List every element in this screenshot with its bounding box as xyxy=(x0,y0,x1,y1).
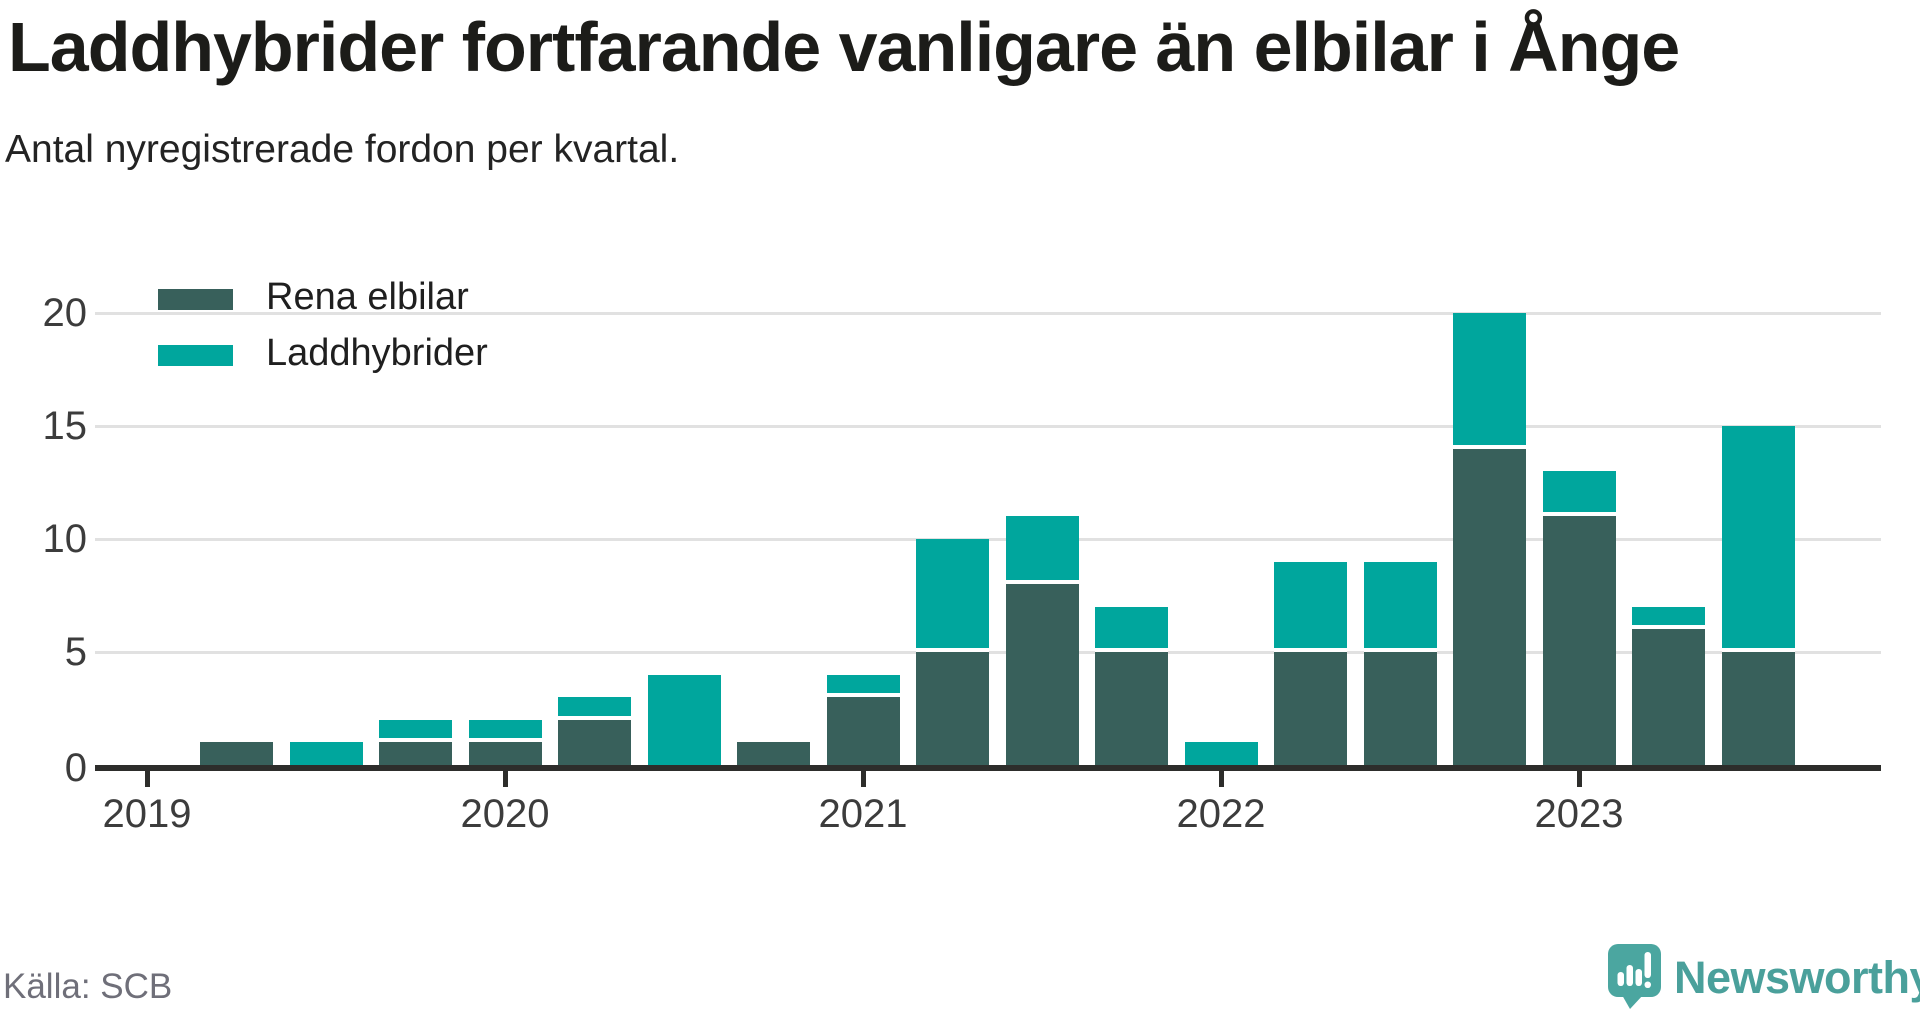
y-tick-label-0: 0 xyxy=(64,746,87,790)
bar-segment-laddhybrider-2022-q1 xyxy=(1184,742,1258,765)
bar-segment-rena-elbilar-2022-q3 xyxy=(1363,652,1437,765)
y-tick-label-20: 20 xyxy=(42,291,88,335)
bar-segment-rena-elbilar-2023-q3 xyxy=(1721,652,1795,765)
newsworthy-logo-text: Newsworthy xyxy=(1674,952,1920,1003)
bar-segment-rena-elbilar-2019-q4 xyxy=(379,742,452,765)
bar-segment-laddhybrider-2023-q2 xyxy=(1632,606,1705,630)
x-tick-2020 xyxy=(502,771,508,787)
bar-segment-laddhybrider-2021-q4 xyxy=(1095,606,1168,652)
bar-segment-laddhybrider-2022-q2 xyxy=(1274,561,1347,652)
bar-segment-rena-elbilar-2020-q4 xyxy=(737,742,810,765)
newsworthy-logo-icon xyxy=(1607,943,1663,1014)
x-axis-line xyxy=(95,765,1881,771)
x-tick-label-2021: 2021 xyxy=(818,792,908,836)
bar-segment-laddhybrider-2019-q4 xyxy=(379,719,452,743)
y-tick-label-5: 5 xyxy=(64,630,87,674)
bar-segment-laddhybrider-2020-q1 xyxy=(468,719,542,743)
x-tick-2021 xyxy=(860,771,866,787)
x-tick-2022 xyxy=(1218,771,1224,787)
bar-segment-laddhybrider-2021-q3 xyxy=(1005,516,1079,585)
bar-segment-laddhybrider-2021-q1 xyxy=(826,674,900,698)
x-tick-2019 xyxy=(144,771,150,787)
y-tick-label-10: 10 xyxy=(42,517,88,561)
bar-segment-laddhybrider-2023-q3 xyxy=(1721,426,1795,652)
bar-segment-rena-elbilar-2020-q2 xyxy=(558,719,631,765)
bar-segment-rena-elbilar-2023-q2 xyxy=(1632,629,1705,765)
chart-title: Laddhybrider fortfarande vanligare än el… xyxy=(8,8,1680,86)
x-tick-label-2022: 2022 xyxy=(1176,792,1266,836)
bar-segment-laddhybrider-2021-q2 xyxy=(916,539,989,652)
source-attribution: Källa: SCB xyxy=(3,967,173,1006)
bar-segment-laddhybrider-2019-q3 xyxy=(289,742,363,765)
bar-segment-rena-elbilar-2021-q3 xyxy=(1005,584,1079,765)
bar-segment-laddhybrider-2022-q4 xyxy=(1453,313,1526,449)
x-tick-label-2023: 2023 xyxy=(1534,792,1624,836)
bar-segment-rena-elbilar-2020-q1 xyxy=(468,742,542,765)
x-tick-label-2020: 2020 xyxy=(460,792,550,836)
bar-segment-laddhybrider-2020-q2 xyxy=(558,697,631,720)
y-tick-label-15: 15 xyxy=(42,404,88,448)
bar-segment-laddhybrider-2023-q1 xyxy=(1542,471,1616,517)
bar-segment-laddhybrider-2022-q3 xyxy=(1363,561,1437,652)
x-tick-label-2019: 2019 xyxy=(102,792,192,836)
bar-segment-rena-elbilar-2023-q1 xyxy=(1542,516,1616,765)
bar-segment-rena-elbilar-2021-q1 xyxy=(826,697,900,765)
bar-segment-rena-elbilar-2021-q2 xyxy=(916,652,989,765)
y-gridline-20 xyxy=(95,311,1881,315)
x-tick-2023 xyxy=(1576,771,1582,787)
bar-segment-laddhybrider-2020-q3 xyxy=(647,674,721,765)
y-gridline-15 xyxy=(95,424,1881,428)
bar-segment-rena-elbilar-2021-q4 xyxy=(1095,652,1168,765)
bar-segment-rena-elbilar-2019-q2 xyxy=(200,742,273,765)
legend-label-rena-elbilar: Rena elbilar xyxy=(266,276,469,318)
chart-subtitle: Antal nyregistrerade fordon per kvartal. xyxy=(5,128,680,171)
legend-swatch-rena-elbilar xyxy=(158,289,233,310)
bar-segment-rena-elbilar-2022-q4 xyxy=(1453,448,1526,765)
legend-label-laddhybrider: Laddhybrider xyxy=(266,332,488,374)
legend-swatch-laddhybrider xyxy=(158,345,233,366)
bar-segment-rena-elbilar-2022-q2 xyxy=(1274,652,1347,765)
